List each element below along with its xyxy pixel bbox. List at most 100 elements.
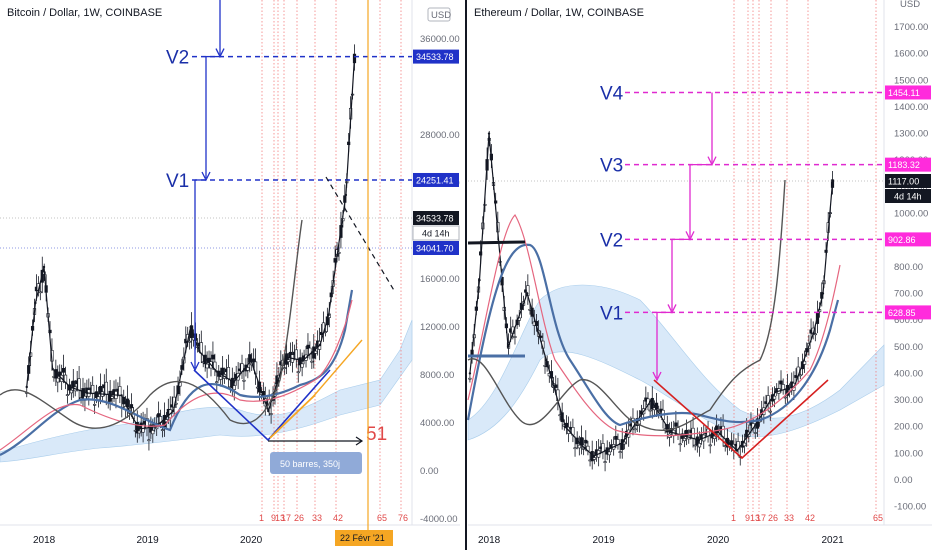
candle-body (753, 432, 757, 434)
cycle-count: 1 (731, 513, 736, 523)
price-point (821, 292, 825, 295)
candle-body (633, 428, 637, 431)
candle-body (226, 367, 231, 380)
y-tick-label: 300.00 (894, 395, 923, 406)
candle-body (77, 378, 81, 391)
level-price-tag (885, 85, 931, 100)
candle-body (242, 379, 246, 382)
price-point (34, 301, 37, 305)
candle-body (246, 367, 250, 371)
price-point (754, 422, 758, 426)
price-point (120, 394, 123, 397)
x-tick-label: 2019 (593, 535, 616, 546)
candle-body (38, 291, 42, 294)
y-tick-label: 200.00 (894, 422, 923, 433)
y-tick-label: 600.00 (894, 315, 923, 326)
y-tick-label: 8000.00 (420, 370, 454, 381)
candle-body (61, 367, 66, 373)
cycle-count: 9 (271, 513, 276, 523)
chikou-line (467, 179, 786, 431)
level-price-tag (885, 305, 931, 320)
price-point (716, 430, 720, 434)
trend-line-orange (269, 394, 316, 439)
black-mark (467, 240, 526, 245)
level-label-v3: V3 (600, 156, 623, 177)
y-tick-label: 16000.00 (420, 274, 460, 285)
price-point (735, 449, 739, 452)
x-tick-label: 2018 (33, 535, 56, 546)
candle-body (768, 410, 772, 413)
price-point (506, 345, 510, 348)
plot-area-2 (468, 0, 884, 525)
price-point (137, 427, 141, 431)
price-point (68, 385, 72, 389)
candle-body (323, 331, 328, 333)
level-label-v2: V2 (166, 48, 189, 69)
candle-body (618, 451, 622, 453)
y-tick-label: 400.00 (894, 368, 923, 379)
cloud-1 (0, 319, 413, 463)
y-tick-label: 500.00 (894, 342, 923, 353)
cycle-count: 65 (873, 513, 883, 523)
cycle-count: 65 (377, 513, 387, 523)
level-price-tag (885, 232, 931, 247)
x-tick-label: 2021 (822, 535, 845, 546)
price-point (215, 370, 218, 373)
cycle-count: 1 (259, 513, 264, 523)
price-point (198, 349, 201, 353)
level-price-tag (413, 49, 459, 64)
candle-body (164, 419, 168, 423)
candle-body (513, 336, 517, 338)
kijun-line (0, 289, 354, 456)
price-point (85, 391, 89, 395)
panel-title: Ethereum / Dollar, 1W, COINBASE (474, 7, 644, 19)
level-price-tag (413, 172, 459, 187)
y-tick-label: 1500.00 (894, 75, 928, 86)
candle-body (601, 443, 605, 453)
x-tick-label: 2020 (707, 535, 730, 546)
candle-body (149, 424, 153, 433)
candle-body (637, 420, 642, 425)
arrow-head (652, 371, 662, 382)
v-shape (193, 369, 331, 442)
level-price-value: 1183.32 (888, 160, 920, 170)
price-point (336, 253, 339, 257)
price-point (284, 355, 287, 359)
candle-body (232, 385, 236, 390)
price-point (249, 359, 253, 362)
price-point (812, 332, 815, 335)
cycle-count: 17 (281, 513, 291, 523)
cycle-count: 17 (756, 513, 766, 523)
candle-body (205, 363, 209, 369)
candle-body (283, 367, 287, 369)
cycle-count: 33 (312, 513, 322, 523)
count-big: 51 (366, 424, 387, 445)
candle-body (603, 461, 607, 463)
level-label-v4: V4 (600, 83, 624, 104)
panel-title: Bitcoin / Dollar, 1W, COINBASE (7, 7, 162, 19)
v-shape (653, 379, 829, 460)
cycle-count: 13 (750, 513, 760, 523)
price-tag (885, 174, 931, 188)
candle-body (252, 358, 256, 363)
candle-body (269, 413, 273, 415)
price-tag (885, 189, 931, 203)
candle-body (592, 457, 596, 460)
candle-body (468, 377, 472, 380)
price-point (545, 358, 548, 362)
y-tick-label: 1400.00 (894, 102, 928, 113)
candle-body (294, 349, 298, 360)
candle-body (306, 344, 310, 349)
cycle-count: 13 (275, 513, 285, 523)
price-tag-value: 34533.78 (416, 214, 454, 224)
price-tag-value: 4d 14h (894, 192, 922, 202)
candle-body (300, 363, 304, 368)
candle-body (697, 443, 702, 448)
candle-body (129, 404, 134, 409)
candle-body (772, 395, 777, 400)
candle-body (91, 384, 95, 394)
price-point (172, 409, 175, 413)
y-tick-label: -4000.00 (420, 514, 458, 525)
